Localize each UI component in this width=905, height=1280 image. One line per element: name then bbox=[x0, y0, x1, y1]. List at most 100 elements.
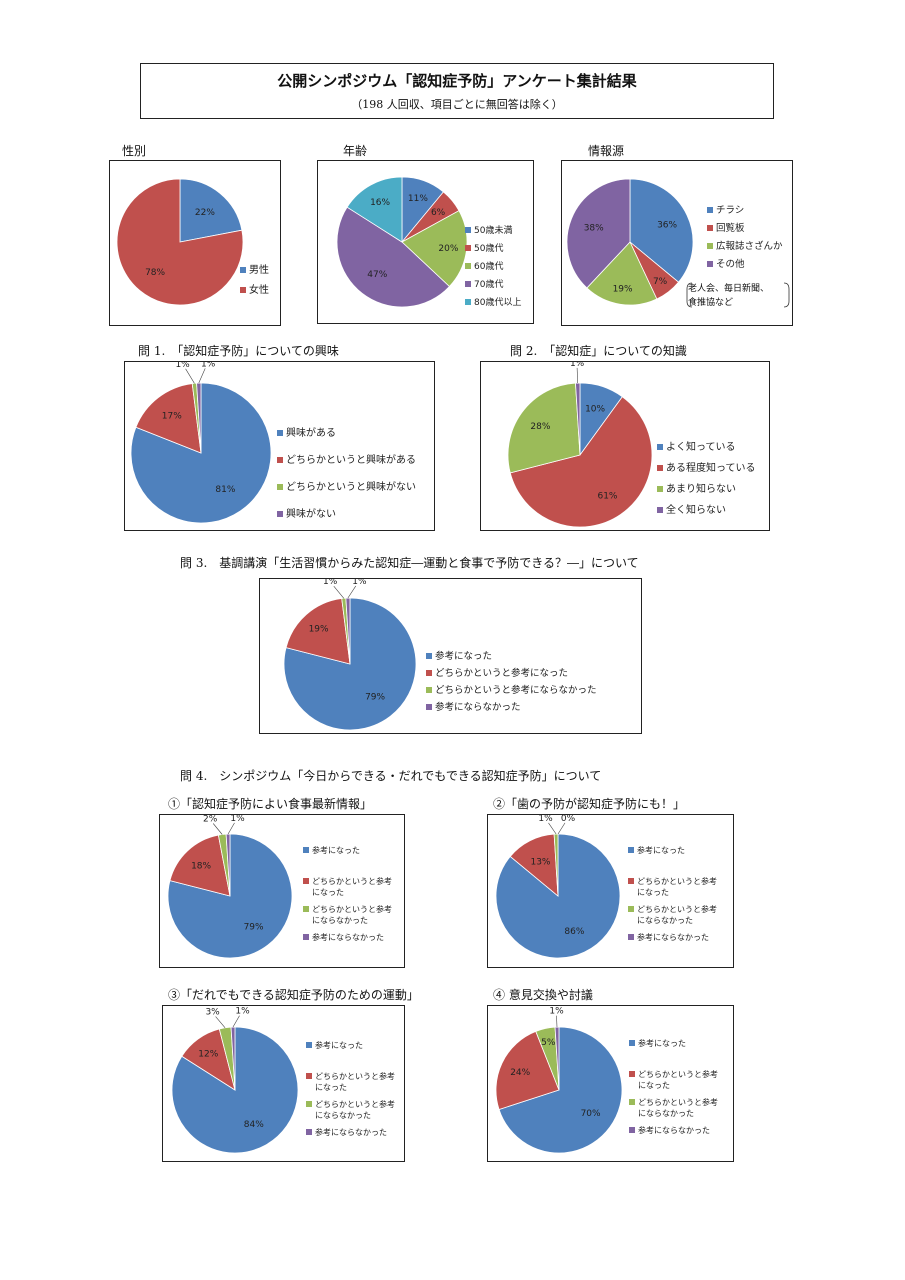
pie-leader-q4_4-3 bbox=[556, 1015, 558, 1028]
legend-swatch-source-0 bbox=[707, 207, 713, 213]
label-q4-3: ③「だれでもできる認知症予防のための運動」 bbox=[168, 988, 419, 1002]
pie-label-q4_3-0: 84% bbox=[244, 1120, 264, 1130]
legend-swatch-q1-1 bbox=[277, 457, 283, 463]
legend-label-q4_3-2-0: どちらかというと参考 bbox=[315, 1099, 395, 1109]
legend-swatch-q4_4-3 bbox=[629, 1127, 635, 1133]
pie-leader-q4_2-2 bbox=[548, 822, 557, 835]
pie-slice-q1-1 bbox=[135, 383, 202, 454]
pie-svg-q4_4: 70%24%5%1%参考になったどちらかというと参考になったどちらかというと参考… bbox=[495, 1007, 718, 1154]
label-age: 年齢 bbox=[343, 144, 368, 158]
label-q4-4: ④ 意見交換や討議 bbox=[493, 988, 593, 1002]
pie-slice-q4_4-0 bbox=[498, 1026, 623, 1154]
legend-label-q4_4-1-0: どちらかというと参考 bbox=[638, 1069, 718, 1079]
label-q4: 問 4. シンポジウム「今日からできる・だれでもできる認知症予防」について bbox=[180, 769, 602, 783]
legend-label-age-3: 70歳代 bbox=[474, 278, 503, 290]
pie-label-age-2: 20% bbox=[438, 244, 458, 254]
legend-swatch-q4_2-2 bbox=[628, 906, 634, 912]
pie-label-q1-0: 81% bbox=[215, 485, 235, 495]
pie-svg-q4_2: 86%13%1% 0%参考になったどちらかというと参考になったどちらかというと参考… bbox=[495, 815, 717, 959]
pie-label-q4_2-1: 13% bbox=[530, 858, 550, 868]
pie-slice-q4_4-3 bbox=[554, 1026, 560, 1091]
legend-label-q4_3-2-1: にならなかった bbox=[315, 1111, 371, 1120]
legend-label-q4_2-3: 参考にならなかった bbox=[637, 932, 709, 942]
legend-label-q4_2-1-0: どちらかというと参考 bbox=[637, 876, 717, 886]
legend-label-source-1: 回覧板 bbox=[716, 222, 745, 234]
pie-slice-q1-3 bbox=[196, 382, 202, 454]
legend-label-gender-1: 女性 bbox=[249, 283, 269, 296]
pie-slice-q4_3-3 bbox=[230, 1026, 236, 1091]
legend-swatch-q2-3 bbox=[657, 507, 663, 513]
source-note-line-2: 食推協など bbox=[688, 298, 734, 308]
chart-q4-2: 86% 13% 1% 0% 参考になった どちらかというと参考 になった どちらかというと参考… bbox=[487, 814, 734, 968]
legend-label-age-4: 80歳代以上 bbox=[474, 296, 521, 308]
pie-label-q3-2: 1% bbox=[323, 579, 338, 587]
legend-label-q4_2-2-1: にならなかった bbox=[637, 916, 693, 925]
pie-slice-gender-1 bbox=[116, 178, 244, 306]
pie-svg-q3: 79% 19% 1% 1% 参考になったどちらかというと参考になったどちらかというと参考… bbox=[283, 579, 597, 731]
pie-label-q2-3: 1% bbox=[570, 362, 585, 369]
legend-swatch-q1-2 bbox=[277, 484, 283, 490]
legend-label-q4_3-3: 参考にならなかった bbox=[315, 1127, 387, 1137]
legend-swatch-q4_3-3 bbox=[306, 1129, 312, 1135]
title-box: 公開シンポジウム「認知症予防」アンケート集計結果 （198 人回収、項目ごとに無… bbox=[140, 63, 774, 119]
pie-label-q4_1-3: 1% bbox=[230, 815, 245, 824]
legend-label-source-0: チラシ bbox=[716, 205, 744, 216]
pie-leader-q4_3-2 bbox=[215, 1016, 226, 1028]
legend-swatch-q4_4-2 bbox=[629, 1099, 635, 1105]
legend-swatch-q2-1 bbox=[657, 465, 663, 471]
pie-label-gender-0: 22% bbox=[195, 208, 215, 218]
legend-swatch-age-2 bbox=[465, 263, 471, 269]
legend-label-q4_4-1-1: になった bbox=[638, 1081, 670, 1090]
source-note: 老人会、毎日新聞、 食推協など bbox=[688, 282, 769, 310]
pie-label-q3-3: 1% bbox=[352, 579, 367, 587]
chart-q4-1: 79% 18% 2% 1% 参考になった どちらかというと参考 になった どちらかというと参考… bbox=[159, 814, 405, 968]
pie-slice-q4_1-3 bbox=[225, 833, 231, 897]
chart-q2: 10% 61% 28% 1% よく知っている ある程度知っている あまり知らない 全く知らない bbox=[480, 361, 770, 531]
legend-label-q4_4-2-1: にならなかった bbox=[638, 1109, 694, 1118]
legend-swatch-age-4 bbox=[465, 299, 471, 305]
legend-label-age-2: 60歳代 bbox=[474, 260, 503, 272]
legend-label-q4_4-3: 参考にならなかった bbox=[638, 1125, 710, 1135]
legend-label-q1-3: 興味がない bbox=[286, 507, 336, 520]
legend-swatch-gender-0 bbox=[240, 267, 246, 273]
pie-label-q4_1-1: 18% bbox=[191, 861, 211, 871]
legend-swatch-q2-0 bbox=[657, 444, 663, 450]
pie-label-q1-3: 1% bbox=[201, 362, 216, 369]
pie-label-q4_2-2: 1% bbox=[538, 815, 553, 824]
legend-swatch-q4_2-0 bbox=[628, 847, 634, 853]
legend-swatch-age-1 bbox=[465, 245, 471, 251]
legend-label-q4_2-1-1: になった bbox=[637, 888, 669, 897]
pie-label-gender-1: 78% bbox=[145, 268, 165, 278]
chart-gender: 22% 78% 男性 女性 bbox=[109, 160, 281, 326]
pie-leader-q4_3-3 bbox=[232, 1015, 240, 1028]
legend-swatch-q4_4-0 bbox=[629, 1040, 635, 1046]
pie-label-q2-0: 10% bbox=[585, 404, 605, 414]
legend-label-q4_1-1-0: どちらかというと参考 bbox=[312, 876, 392, 886]
source-note-line-1: 老人会、毎日新聞、 bbox=[688, 284, 770, 294]
legend-label-source-2: 広報誌さざんか bbox=[716, 240, 783, 252]
pie-leader-q2-3 bbox=[576, 367, 578, 384]
chart-q4-4: 70% 24% 5% 1% 参考になった どちらかというと参考 になった どちらかというと参考… bbox=[487, 1005, 734, 1162]
pie-slice-gender-0 bbox=[179, 178, 243, 243]
legend-label-q3-3: 参考にならなかった bbox=[435, 701, 521, 713]
pie-label-q2-1: 61% bbox=[597, 492, 617, 502]
legend-label-q1-1: どちらかというと興味がある bbox=[286, 453, 416, 466]
legend-swatch-source-1 bbox=[707, 225, 713, 231]
label-q4-2: ②「歯の予防が認知症予防にも！」 bbox=[493, 797, 686, 811]
chart-age: 11% 6% 20% 47% 16% 50歳未満 50歳代 60歳代 70歳代 80歳代以上 bbox=[317, 160, 534, 324]
legend-label-q4_2-2-0: どちらかというと参考 bbox=[637, 904, 717, 914]
pie-leader-q1-3 bbox=[198, 368, 206, 384]
pie-label-age-3: 47% bbox=[367, 270, 387, 280]
legend-label-q2-2: あまり知らない bbox=[666, 482, 736, 495]
legend-label-q4_3-1-1: になった bbox=[315, 1083, 347, 1092]
pie-leader-q4_1-2 bbox=[212, 823, 223, 835]
legend-swatch-q4_2-1 bbox=[628, 878, 634, 884]
legend-label-q1-2: どちらかというと興味がない bbox=[286, 480, 416, 493]
pie-label-source-0: 36% bbox=[657, 221, 677, 231]
legend-swatch-source-3 bbox=[707, 261, 713, 267]
chart-q1: 81% 17% 1% 1% 興味がある どちらかというと興味がある どちらかというと興味がな… bbox=[124, 361, 435, 531]
pie-leader-q3-3 bbox=[347, 585, 357, 599]
legend-label-age-0: 50歳未満 bbox=[474, 224, 512, 236]
pie-svg-q1: 81% 17% 1% 1% 興味があるどちらかというと興味があるどちらかというと興味がな… bbox=[130, 362, 416, 524]
